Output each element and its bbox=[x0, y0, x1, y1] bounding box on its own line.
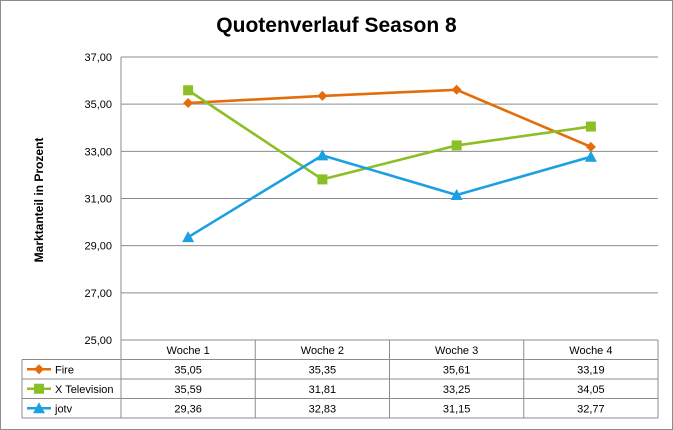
legend-label: X Television bbox=[55, 384, 114, 396]
y-tick-label: 27,00 bbox=[84, 288, 112, 300]
legend-label: jotv bbox=[54, 403, 73, 415]
chart-title: Quotenverlauf Season 8 bbox=[216, 14, 457, 37]
y-tick-label: 33,00 bbox=[84, 146, 112, 158]
data-point bbox=[584, 150, 597, 162]
table-cell: 34,05 bbox=[577, 384, 605, 396]
series-line bbox=[188, 88, 592, 149]
table-cell: 35,59 bbox=[174, 384, 202, 396]
y-tick-label: 25,00 bbox=[84, 335, 112, 347]
category-label: Woche 1 bbox=[167, 345, 210, 357]
data-point bbox=[34, 383, 44, 394]
data-point bbox=[585, 121, 596, 132]
series-0 bbox=[183, 84, 596, 152]
data-point bbox=[317, 174, 328, 185]
table-cell: 35,61 bbox=[443, 364, 471, 376]
data-point bbox=[34, 364, 44, 375]
data-point bbox=[316, 149, 329, 161]
table-cell: 31,81 bbox=[309, 384, 337, 396]
y-tick-label: 31,00 bbox=[84, 194, 112, 206]
category-label: Woche 3 bbox=[435, 345, 478, 357]
data-point bbox=[33, 402, 45, 414]
y-tick-label: 37,00 bbox=[84, 52, 112, 64]
y-tick-label: 35,00 bbox=[84, 99, 112, 111]
data-point bbox=[183, 85, 194, 96]
series-line bbox=[187, 154, 592, 239]
table-cell: 33,25 bbox=[443, 384, 471, 396]
legend-label: Fire bbox=[55, 364, 74, 376]
data-point bbox=[451, 84, 462, 95]
category-label: Woche 4 bbox=[569, 345, 612, 357]
category-label: Woche 2 bbox=[301, 345, 344, 357]
data-point bbox=[450, 188, 463, 200]
series-2 bbox=[182, 149, 597, 243]
data-point bbox=[451, 140, 462, 151]
data-point bbox=[183, 97, 194, 108]
table-cell: 35,05 bbox=[174, 364, 202, 376]
table-cell: 32,77 bbox=[577, 403, 605, 415]
data-point bbox=[317, 90, 328, 101]
data-point bbox=[182, 231, 195, 243]
table-cell: 33,19 bbox=[577, 364, 605, 376]
series-1 bbox=[183, 85, 596, 185]
data-table: Woche 1 Woche 2 Woche 3 Woche 4 Fire 35,05 35,… bbox=[21, 339, 659, 419]
table-cell: 31,15 bbox=[443, 403, 471, 415]
series-line bbox=[187, 89, 592, 181]
data-point bbox=[585, 141, 596, 152]
table-cell: 35,35 bbox=[309, 364, 337, 376]
table-cell: 32,83 bbox=[309, 403, 337, 415]
table-cell: 29,36 bbox=[174, 403, 202, 415]
y-tick-labels: 25,00 27,00 29,00 31,00 33,00 35,00 37,00 bbox=[84, 52, 112, 347]
y-tick-label: 29,00 bbox=[84, 241, 112, 253]
series-layer bbox=[182, 84, 597, 243]
